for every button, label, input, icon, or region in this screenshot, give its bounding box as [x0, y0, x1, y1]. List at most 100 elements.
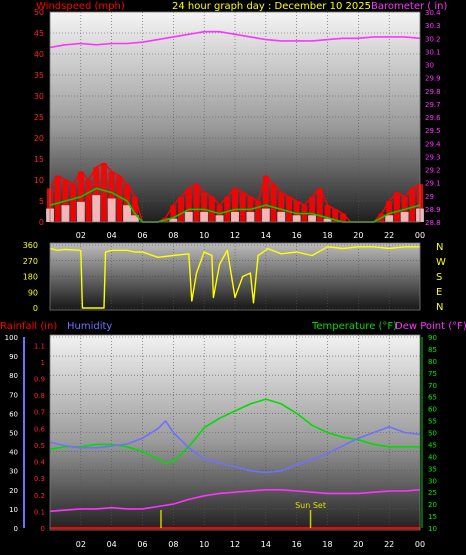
wind-direction-line — [49, 246, 420, 309]
temp-y-tick: 50 — [428, 430, 437, 438]
wind-y-tick: 50 — [34, 8, 44, 17]
baro-y-tick: 29.2 — [425, 167, 441, 175]
x-tick-label-bottom: 04 — [107, 540, 117, 549]
x-tick-label-bottom: 18 — [322, 540, 332, 549]
wind-bar — [316, 188, 323, 222]
wind-low-bar — [308, 215, 317, 222]
humidity-line — [49, 420, 421, 474]
x-tick-label-top: 16 — [292, 231, 302, 240]
baro-y-tick: 29.6 — [425, 114, 441, 122]
wind-bar — [131, 196, 138, 222]
humidity-y-tick: 100 — [5, 334, 18, 342]
wind-bar — [324, 205, 331, 222]
wind-low-bar — [261, 208, 270, 222]
direction-y-tick: 270 — [23, 257, 38, 266]
wind-bar — [108, 171, 115, 222]
wind-bar — [178, 196, 185, 222]
wind-low-bar — [200, 211, 209, 222]
rain-y-tick: 1.1 — [34, 342, 45, 350]
rain-y-tick: 0 — [41, 525, 45, 533]
humidity-y-tick: 20 — [9, 487, 18, 495]
wind-bar — [339, 213, 346, 222]
wind-bar — [201, 192, 208, 222]
wind-low-bar — [323, 218, 332, 222]
temp-y-tick: 30 — [428, 477, 437, 485]
wind-bar — [193, 184, 200, 222]
rain-y-tick: 0.7 — [34, 409, 45, 417]
wind-bar — [208, 196, 215, 222]
x-tick-label-bottom: 02 — [76, 540, 86, 549]
rain-y-tick: 0.3 — [34, 475, 45, 483]
temp-y-tick: 35 — [428, 465, 437, 473]
compass-label: W — [436, 257, 446, 268]
x-tick-label-top: 20 — [353, 231, 363, 240]
humidity-y-tick: 80 — [9, 372, 18, 380]
compass-label: E — [436, 287, 442, 298]
x-tick-label-top: 00 — [415, 231, 425, 240]
temp-y-tick: 65 — [428, 394, 437, 402]
wind-bar — [386, 201, 393, 222]
rain-y-tick: 1 — [41, 359, 45, 367]
humidity-y-tick: 40 — [9, 449, 18, 457]
dewpoint-label: Dew Point (°F) — [395, 321, 466, 332]
baro-y-tick: 29.9 — [425, 75, 441, 83]
rain-y-tick: 0.8 — [34, 392, 45, 400]
barometer-label: Barometer ( in) — [371, 1, 447, 12]
x-tick-label-top: 04 — [107, 231, 117, 240]
x-tick-label-bottom: 22 — [384, 540, 394, 549]
windspeed-label: Windspeed (mph) — [36, 1, 125, 12]
wind-y-tick: 15 — [34, 155, 44, 164]
baro-y-tick: 29.1 — [425, 180, 441, 188]
humidity-y-tick: 70 — [9, 391, 18, 399]
panel-border — [49, 242, 421, 311]
wind-bar — [100, 163, 107, 222]
temp-y-tick: 60 — [428, 406, 437, 414]
x-tick-label-top: 14 — [261, 231, 271, 240]
temp-y-tick: 15 — [428, 513, 437, 521]
temp-y-tick: 75 — [428, 370, 437, 378]
wind-bar — [93, 167, 100, 222]
rain-y-tick: 0.9 — [34, 376, 45, 384]
wind-low-bar — [184, 211, 193, 222]
x-tick-label-top: 12 — [230, 231, 240, 240]
compass-label: N — [436, 242, 443, 253]
humidity-y-tick: 60 — [9, 410, 18, 418]
wind-low-bar — [215, 215, 224, 222]
wind-low-bar — [92, 195, 101, 222]
temp-y-tick: 90 — [428, 334, 437, 342]
rainfall-label: Rainfall (in) — [0, 321, 57, 332]
wind-low-bar — [76, 201, 85, 222]
temp-y-tick: 40 — [428, 453, 437, 461]
baro-y-tick: 28.8 — [425, 219, 441, 227]
rain-y-tick: 0.1 — [34, 508, 45, 516]
baro-y-tick: 30.1 — [425, 48, 441, 56]
axes-layer: 0202040406060808101012121414161618182020… — [5, 8, 446, 549]
baro-y-tick: 30.3 — [425, 22, 441, 30]
humidity-y-tick: 0 — [14, 525, 18, 533]
wind-bar — [278, 192, 285, 222]
humidity-y-tick: 30 — [9, 468, 18, 476]
wind-bar — [124, 184, 131, 222]
series-layer: Sun Set — [46, 30, 424, 529]
baro-y-tick: 28.9 — [425, 206, 441, 214]
wind-low-bar — [169, 218, 178, 222]
direction-y-tick: 360 — [23, 241, 38, 250]
wind-y-tick: 30 — [34, 92, 44, 101]
wind-low-bar — [123, 205, 132, 222]
direction-y-tick: 90 — [28, 288, 38, 297]
wind-bar — [239, 192, 246, 222]
baro-y-tick: 29.4 — [425, 140, 441, 148]
humidity-y-tick: 50 — [9, 430, 18, 438]
baro-y-tick: 29.8 — [425, 88, 441, 96]
wind-y-tick: 35 — [34, 71, 44, 80]
baro-y-tick: 30.2 — [425, 35, 441, 43]
x-tick-label-bottom: 08 — [168, 540, 178, 549]
direction-y-tick: 0 — [33, 304, 38, 313]
x-tick-label-bottom: 10 — [199, 540, 209, 549]
chart-title: 24 hour graph day : December 10 2025 — [172, 1, 371, 12]
rain-y-tick: 0.2 — [34, 492, 45, 500]
wind-bar — [224, 196, 231, 222]
humidity-y-tick: 10 — [9, 506, 18, 514]
